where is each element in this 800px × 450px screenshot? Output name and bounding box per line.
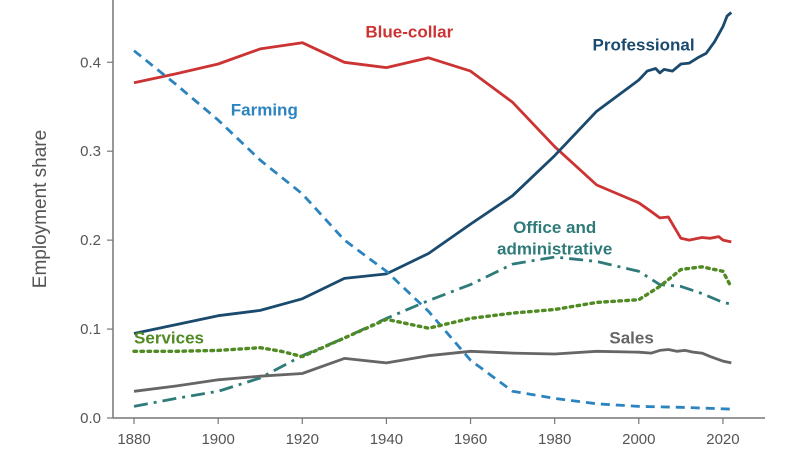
- series-line-sales: [133, 348, 732, 393]
- series-label-blue-collar: Blue-collar: [365, 22, 453, 41]
- series-label-office-and-administrative: Office and: [513, 218, 596, 237]
- y-tick-label: 0.0: [80, 410, 101, 427]
- series-label-office-and-administrative: administrative: [497, 239, 612, 258]
- x-tick-label: 2000: [622, 431, 655, 448]
- y-tick-label: 0.4: [80, 54, 101, 71]
- y-axis-title: Employment share: [30, 130, 51, 288]
- series-label-sales: Sales: [609, 328, 653, 347]
- series-line-blue-collar: [133, 41, 732, 244]
- x-tick-label: 1980: [538, 431, 571, 448]
- series-labels: Blue-collar Professional Farming Office and…: [134, 22, 695, 347]
- x-tick-label: 2020: [706, 431, 739, 448]
- series-line-office-and-administrative: [133, 255, 732, 408]
- axes: 0.0 0.1 0.2 0.3 0.4 1880 1900 1920 1940 1960 1980 2…: [80, 0, 765, 448]
- x-tick-label: 1920: [286, 431, 319, 448]
- x-tick-label: 1940: [370, 431, 403, 448]
- series-line-professional: [133, 11, 733, 335]
- x-tick-label: 1960: [454, 431, 487, 448]
- series-label-services: Services: [134, 328, 204, 347]
- y-tick-label: 0.3: [80, 143, 101, 160]
- series-lines: [132, 11, 733, 411]
- y-tick-label: 0.2: [80, 232, 101, 249]
- x-tick-label: 1900: [201, 431, 234, 448]
- series-line-services: [132, 265, 733, 359]
- x-tick-label: 1880: [117, 431, 150, 448]
- series-line-farming: [133, 49, 732, 411]
- series-label-professional: Professional: [593, 36, 695, 55]
- series-label-farming: Farming: [231, 101, 298, 120]
- y-tick-label: 0.1: [80, 321, 101, 338]
